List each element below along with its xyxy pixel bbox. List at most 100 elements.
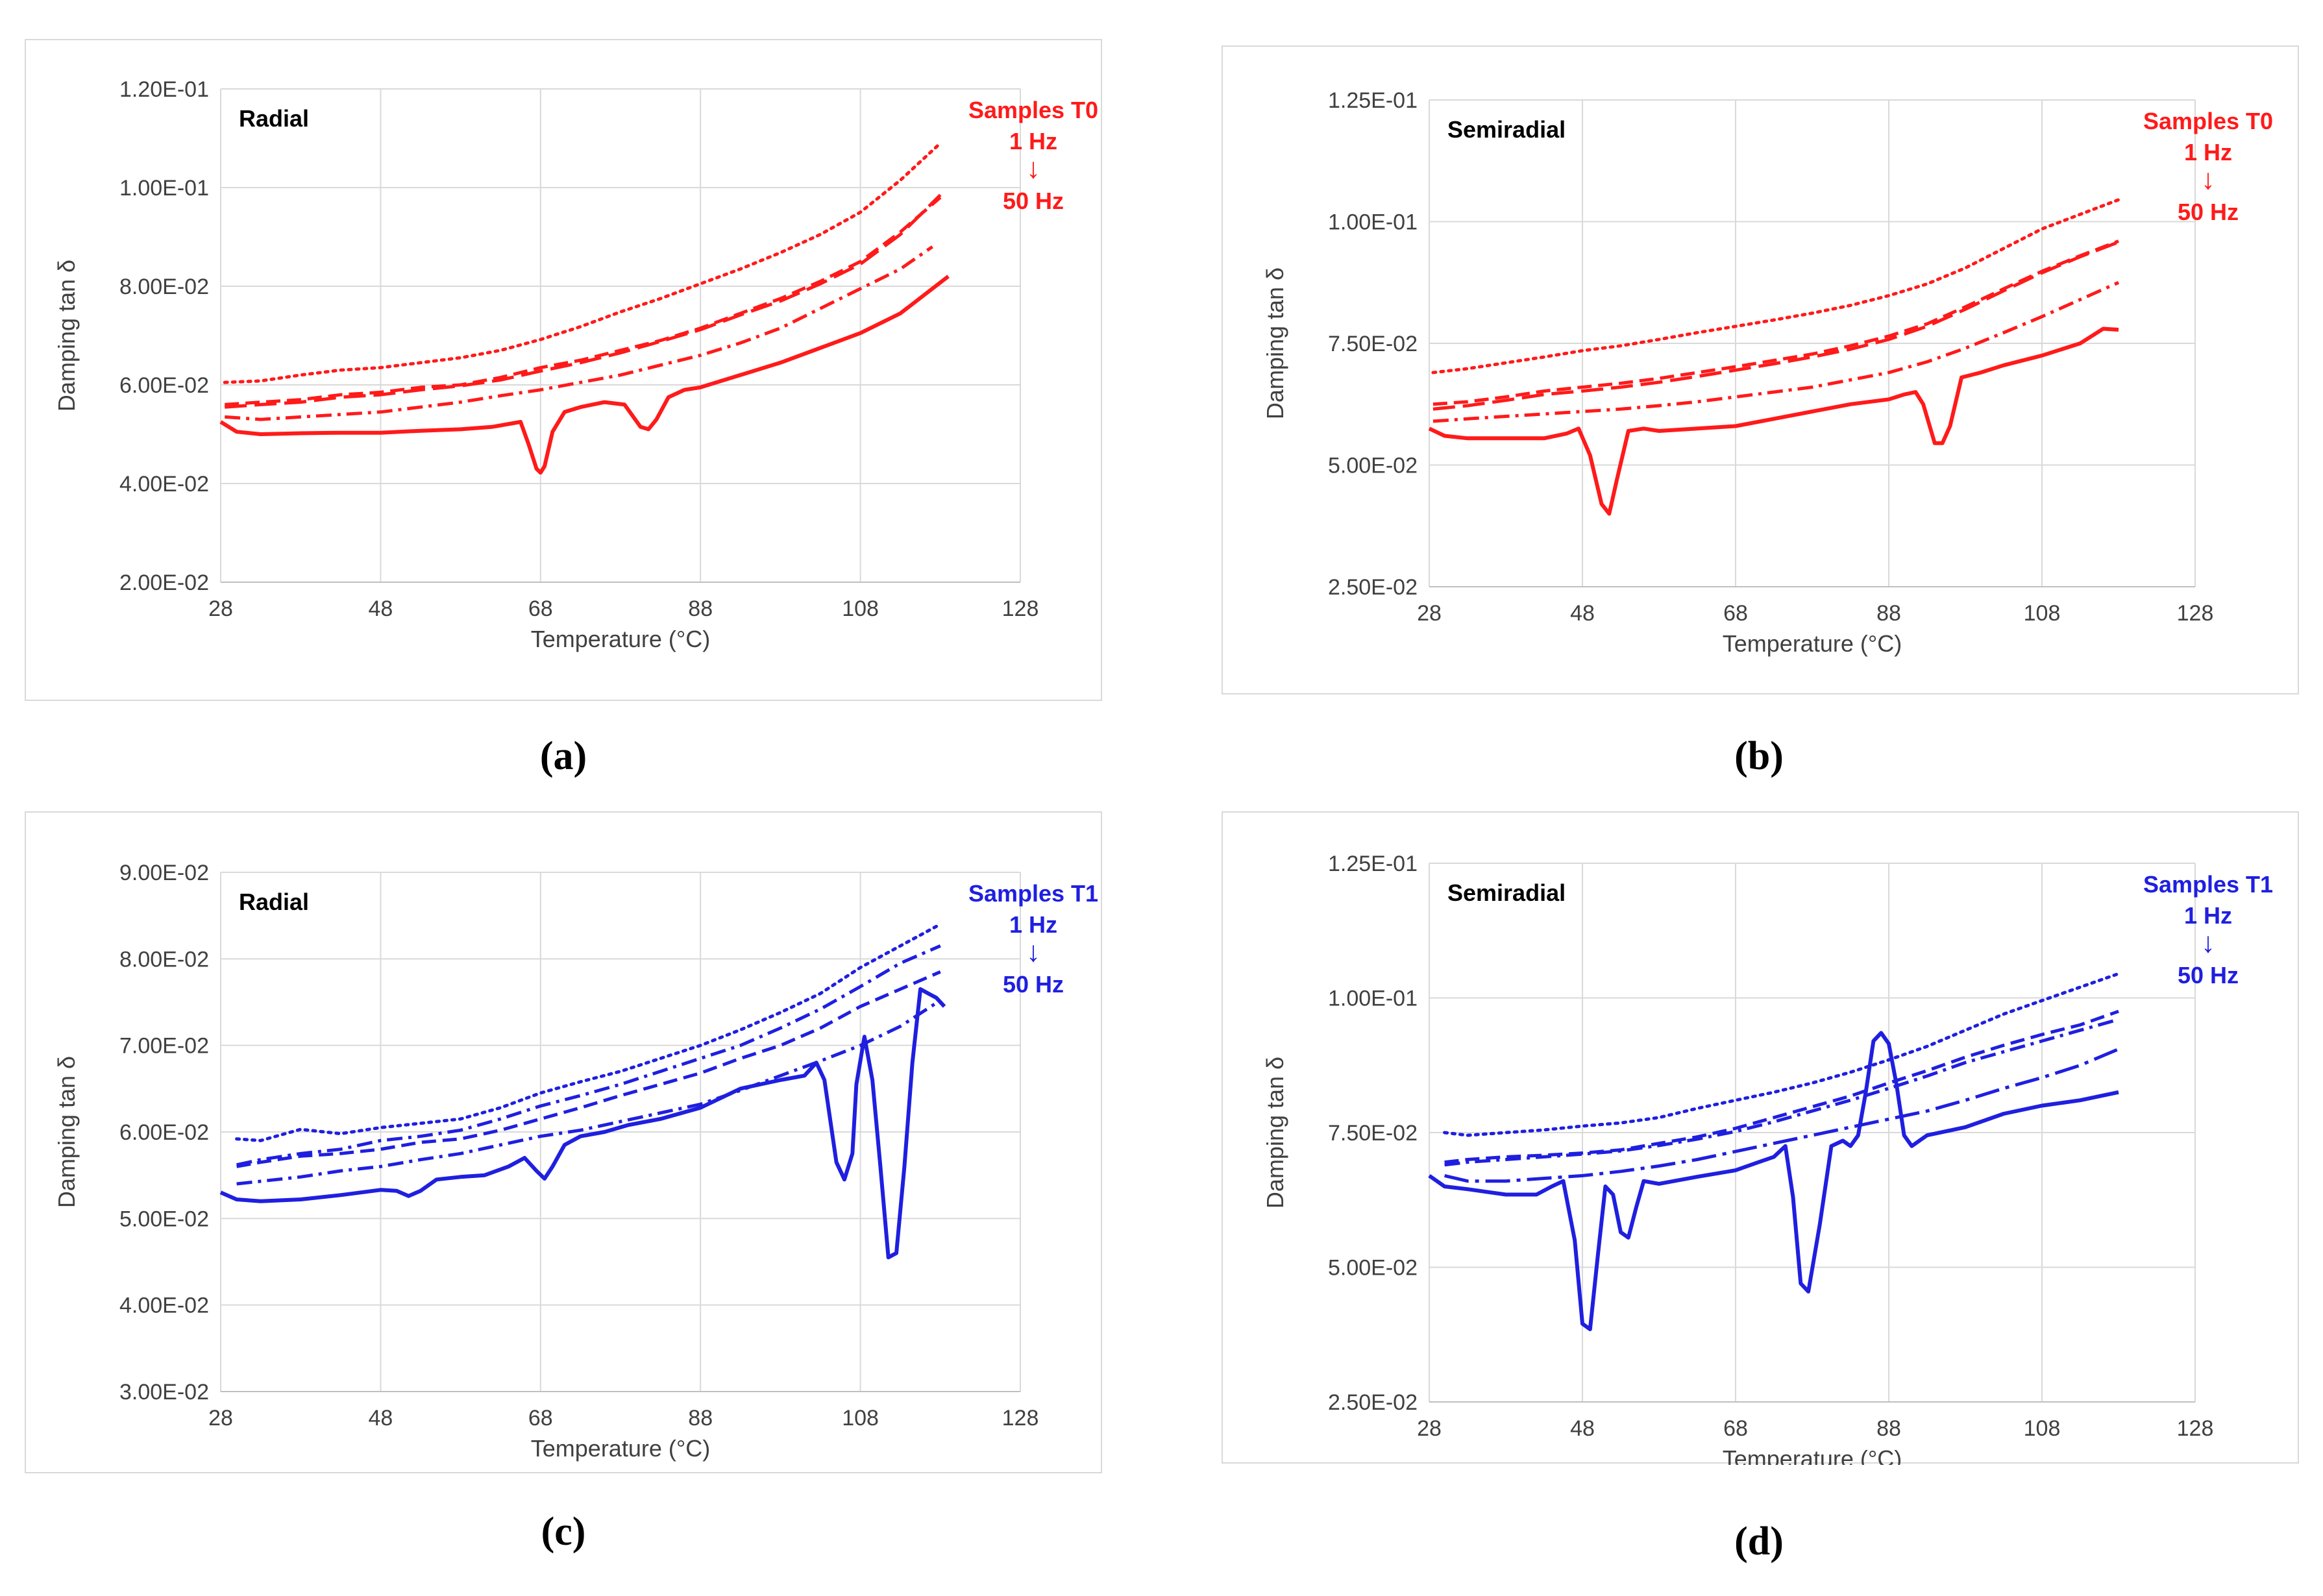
y-tick-label: 4.00E-02 xyxy=(119,472,209,497)
caption-d: (d) xyxy=(1734,1519,1784,1564)
y-tick-label: 8.00E-02 xyxy=(119,275,209,299)
y-tick-label: 1.00E-01 xyxy=(1328,210,1418,235)
panel-label: Radial xyxy=(239,889,309,915)
legend-to: 50 Hz xyxy=(2178,199,2239,225)
series-line-10-hz xyxy=(236,970,941,1168)
series-line-25-hz xyxy=(236,999,942,1186)
x-axis-title: Temperature (°C) xyxy=(1723,1445,1902,1465)
y-tick-label: 7.00E-02 xyxy=(119,1034,209,1059)
chart-panel-c: 3.00E-02 4.00E-02 5.00E-02 6.00E-02 7.00E-02… xyxy=(25,811,1102,1473)
y-tick-label: 1.00E-01 xyxy=(1328,987,1418,1011)
legend-arrow: ↓ xyxy=(1026,153,1040,184)
x-tick-label: 28 xyxy=(208,596,233,621)
y-tick-label: 1.00E-01 xyxy=(119,176,209,201)
legend-title: Samples T0 xyxy=(2143,108,2273,134)
x-tick-label: 88 xyxy=(688,596,713,621)
y-tick-label: 5.00E-02 xyxy=(119,1207,209,1231)
series-line-1-hz xyxy=(235,922,942,1142)
chart-panel-d: 2.50E-02 5.00E-02 7.50E-02 1.00E-01 1.25E-01… xyxy=(1222,811,2299,1465)
legend-to: 50 Hz xyxy=(1003,971,1064,998)
y-tick-label: 7.50E-02 xyxy=(1328,332,1418,356)
x-axis-title: Temperature (°C) xyxy=(531,626,710,652)
legend-title: Samples T1 xyxy=(2143,871,2273,898)
x-tick-label: 88 xyxy=(1876,601,1901,626)
y-tick-label: 7.50E-02 xyxy=(1328,1121,1418,1146)
x-tick-label: 48 xyxy=(368,596,393,621)
legend-arrow: ↓ xyxy=(2201,164,2215,195)
x-tick-label: 128 xyxy=(1002,596,1039,621)
series-line-25-hz xyxy=(225,245,933,421)
x-tick-label: 108 xyxy=(842,1406,879,1430)
series-line-10-hz xyxy=(1444,1018,2119,1167)
x-tick-label: 28 xyxy=(208,1406,233,1430)
y-axis-title: Damping tan δ xyxy=(53,1056,80,1208)
series-line-50-hz xyxy=(1428,326,2119,516)
x-tick-label: 48 xyxy=(368,1406,393,1430)
y-tick-label: 2.50E-02 xyxy=(1328,1390,1418,1415)
series-line-50-hz xyxy=(219,275,950,475)
y-tick-label: 6.00E-02 xyxy=(119,373,209,398)
x-tick-label: 68 xyxy=(528,596,553,621)
y-tick-label: 8.00E-02 xyxy=(119,947,209,972)
series-line-50-hz xyxy=(1428,1031,2119,1331)
legend-from: 1 Hz xyxy=(2184,902,2232,929)
caption-b: (b) xyxy=(1734,734,1784,778)
x-tick-label: 28 xyxy=(1417,601,1442,626)
x-tick-label: 108 xyxy=(842,596,879,621)
caption-c: (c) xyxy=(541,1510,586,1554)
y-tick-label: 5.00E-02 xyxy=(1328,1256,1418,1281)
y-tick-label: 9.00E-02 xyxy=(119,861,209,885)
y-tick-label: 4.00E-02 xyxy=(119,1294,209,1318)
series-line-10-hz xyxy=(1432,240,2119,411)
y-tick-label: 3.00E-02 xyxy=(119,1380,209,1405)
y-tick-label: 2.00E-02 xyxy=(119,571,209,595)
series-line-50-hz xyxy=(219,987,946,1260)
caption-a: (a) xyxy=(539,734,587,778)
x-tick-label: 68 xyxy=(1723,1416,1748,1441)
x-tick-label: 128 xyxy=(2177,601,2214,626)
y-axis-title: Damping tan δ xyxy=(1262,267,1288,419)
x-tick-label: 128 xyxy=(1002,1406,1039,1430)
chart-panel-a: 2.00E-02 4.00E-02 6.00E-02 8.00E-02 1.00E-01… xyxy=(25,39,1102,701)
legend-title: Samples T0 xyxy=(968,97,1098,123)
series-line-5-hz xyxy=(225,196,942,406)
series-line-5-hz xyxy=(1432,239,2119,406)
y-tick-label: 1.25E-01 xyxy=(1328,852,1418,876)
legend-title: Samples T1 xyxy=(968,880,1098,907)
legend-to: 50 Hz xyxy=(2178,962,2239,988)
x-tick-label: 108 xyxy=(2024,1416,2061,1441)
panel-label: Semiradial xyxy=(1447,116,1566,143)
chart-b-svg: 2.50E-02 5.00E-02 7.50E-02 1.00E-01 1.25E-01… xyxy=(1262,88,2273,657)
x-tick-label: 48 xyxy=(1570,601,1595,626)
y-tick-label: 6.00E-02 xyxy=(119,1120,209,1145)
panel-label: Semiradial xyxy=(1447,879,1566,906)
x-tick-label: 128 xyxy=(2177,1416,2214,1441)
y-axis-title: Damping tan δ xyxy=(1262,1057,1288,1209)
x-tick-label: 68 xyxy=(528,1406,553,1430)
chart-panel-b: 2.50E-02 5.00E-02 7.50E-02 1.00E-01 1.25E-01… xyxy=(1222,45,2299,694)
series-line-1-hz xyxy=(1431,198,2120,374)
y-tick-label: 1.25E-01 xyxy=(1328,88,1418,113)
panel-label: Radial xyxy=(239,105,309,132)
chart-d-svg: 2.50E-02 5.00E-02 7.50E-02 1.00E-01 1.25E-01… xyxy=(1262,852,2273,1465)
y-tick-label: 1.20E-01 xyxy=(119,77,209,102)
series-line-5-hz xyxy=(236,944,941,1167)
x-tick-label: 108 xyxy=(2024,601,2061,626)
series-line-1-hz xyxy=(1443,972,2120,1137)
x-tick-label: 68 xyxy=(1723,601,1748,626)
legend-from: 1 Hz xyxy=(1009,911,1057,938)
y-tick-label: 2.50E-02 xyxy=(1328,575,1418,600)
x-tick-label: 88 xyxy=(688,1406,713,1430)
series-line-1-hz xyxy=(223,141,942,384)
legend-from: 1 Hz xyxy=(2184,139,2232,166)
series-line-5-hz xyxy=(1444,1009,2119,1164)
legend-arrow: ↓ xyxy=(2201,927,2215,959)
series-line-25-hz xyxy=(1444,1048,2119,1183)
chart-c-svg: 3.00E-02 4.00E-02 5.00E-02 6.00E-02 7.00E-02… xyxy=(53,861,1098,1462)
legend-from: 1 Hz xyxy=(1009,128,1057,154)
series-line-25-hz xyxy=(1432,281,2120,423)
y-tick-label: 5.00E-02 xyxy=(1328,454,1418,478)
y-axis-title: Damping tan δ xyxy=(53,260,80,411)
x-tick-label: 48 xyxy=(1570,1416,1595,1441)
x-tick-label: 28 xyxy=(1417,1416,1442,1441)
